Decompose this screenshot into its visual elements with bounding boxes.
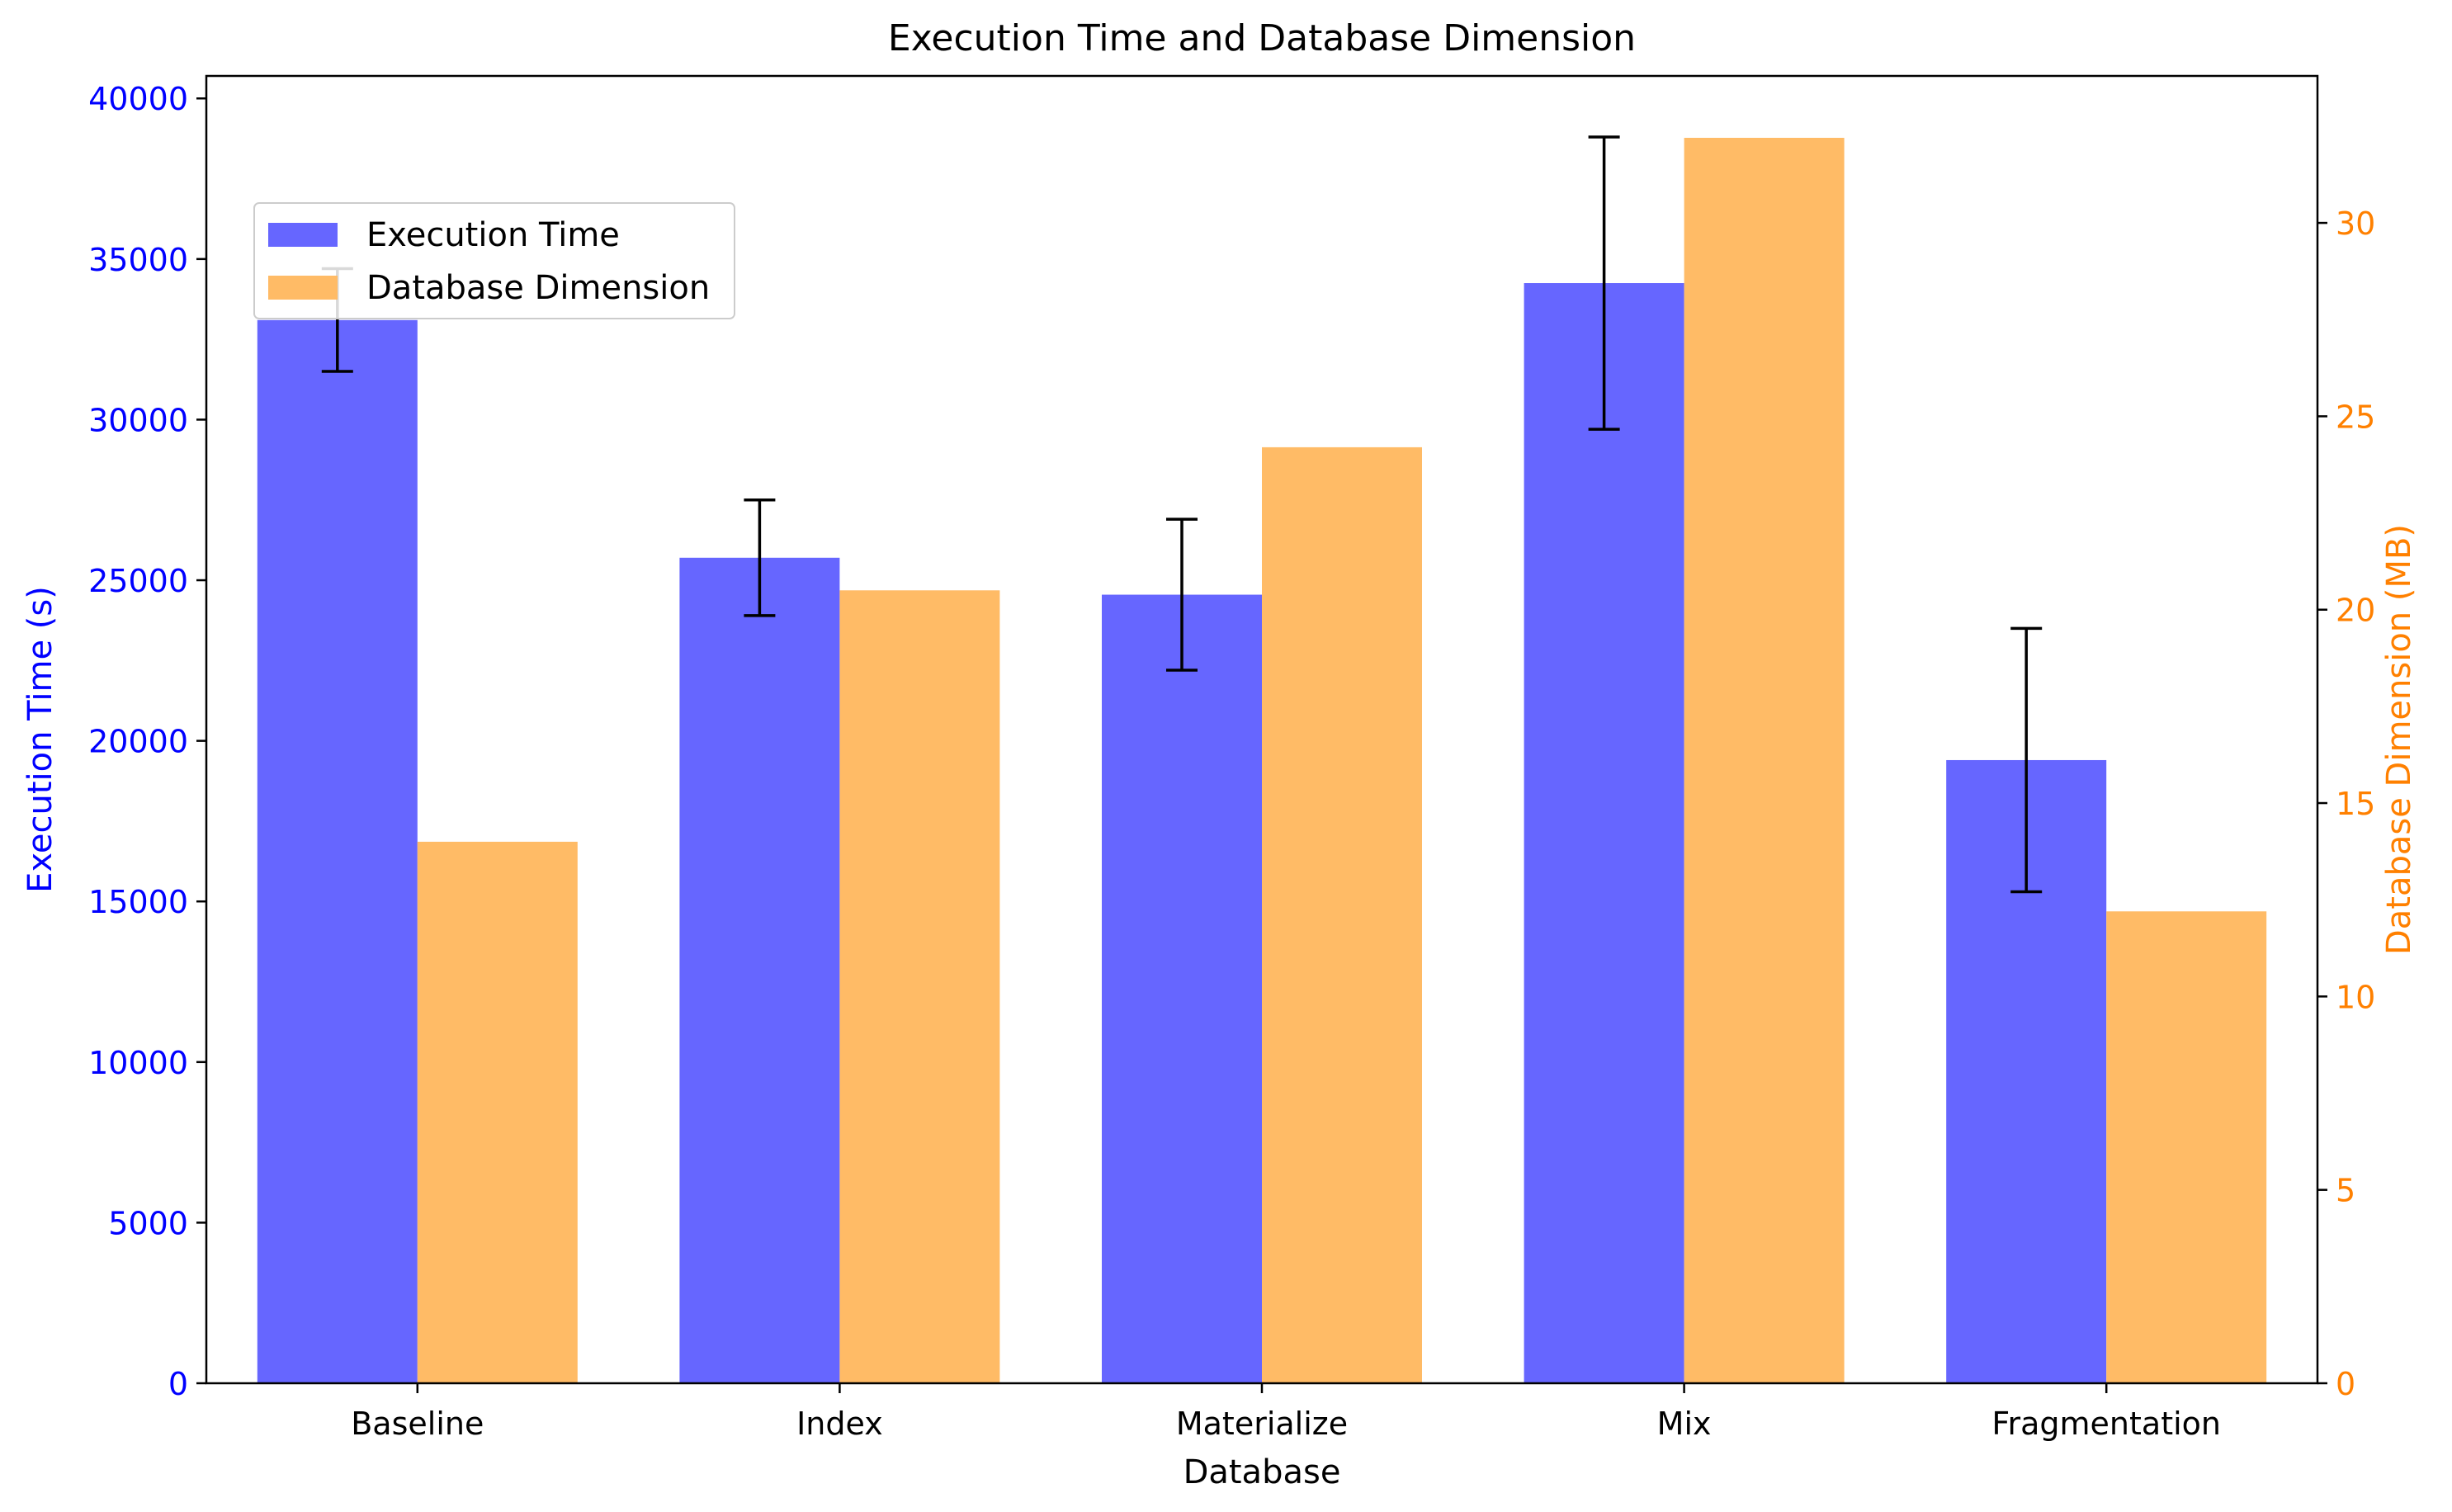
bar-database-dimension-index (839, 590, 1000, 1383)
right-tick-label: 25 (2336, 399, 2375, 435)
left-tick-label: 40000 (88, 81, 188, 117)
left-tick-label: 0 (168, 1366, 188, 1402)
right-tick-label: 0 (2336, 1366, 2355, 1402)
right-tick-label: 30 (2336, 206, 2375, 242)
x-tick-label-index: Index (796, 1406, 883, 1442)
right-tick-label: 10 (2336, 979, 2375, 1015)
legend-swatch-database-dimension (268, 276, 338, 300)
legend-label-execution-time: Execution Time (366, 216, 620, 254)
legend: Execution Time Database Dimension (253, 202, 735, 319)
bar-database-dimension-materialize (1262, 447, 1422, 1383)
right-tick-label: 5 (2336, 1173, 2355, 1209)
x-axis: Baseline Index Materialize Mix Fragmentation (351, 1383, 2221, 1442)
left-tick-label: 15000 (88, 884, 188, 920)
left-tick-label: 35000 (88, 242, 188, 278)
right-tick-label: 15 (2336, 786, 2375, 822)
x-tick-label-mix: Mix (1657, 1406, 1712, 1442)
left-tick-label: 20000 (88, 724, 188, 760)
left-tick-label: 30000 (88, 402, 188, 438)
error-bars (321, 135, 2043, 894)
legend-swatch-execution-time (268, 223, 338, 247)
right-y-axis-label: Database Dimension (MB) (2380, 524, 2418, 955)
left-tick-label: 10000 (88, 1045, 188, 1081)
legend-box (253, 202, 735, 319)
left-y-axis-label: Execution Time (s) (21, 586, 59, 893)
left-tick-label: 5000 (108, 1205, 188, 1241)
x-tick-label-materialize: Materialize (1176, 1406, 1348, 1442)
left-tick-label: 25000 (88, 563, 188, 599)
bar-execution-time-materialize (1102, 594, 1262, 1383)
bar-execution-time-baseline (257, 319, 418, 1383)
x-tick-label-baseline: Baseline (351, 1406, 484, 1442)
bar-execution-time-index (679, 557, 840, 1383)
x-tick-label-fragmentation: Fragmentation (1991, 1406, 2221, 1442)
right-tick-label: 20 (2336, 593, 2375, 629)
bar-database-dimension-mix (1684, 137, 1845, 1383)
bar-execution-time-mix (1524, 283, 1684, 1383)
bar-database-dimension-fragmentation (2106, 911, 2267, 1383)
legend-label-database-dimension: Database Dimension (366, 269, 710, 307)
bar-database-dimension-baseline (417, 841, 578, 1383)
x-axis-label: Database (1183, 1453, 1341, 1491)
chart-title: Execution Time and Database Dimension (888, 17, 1636, 59)
database-dimension-bars (417, 137, 2267, 1383)
execution-time-bars (257, 283, 2107, 1383)
left-y-axis: 0 5000 10000 15000 20000 25000 30000 35000 40000 (88, 81, 206, 1402)
right-y-axis: 0 5 10 15 20 25 30 (2317, 206, 2375, 1402)
